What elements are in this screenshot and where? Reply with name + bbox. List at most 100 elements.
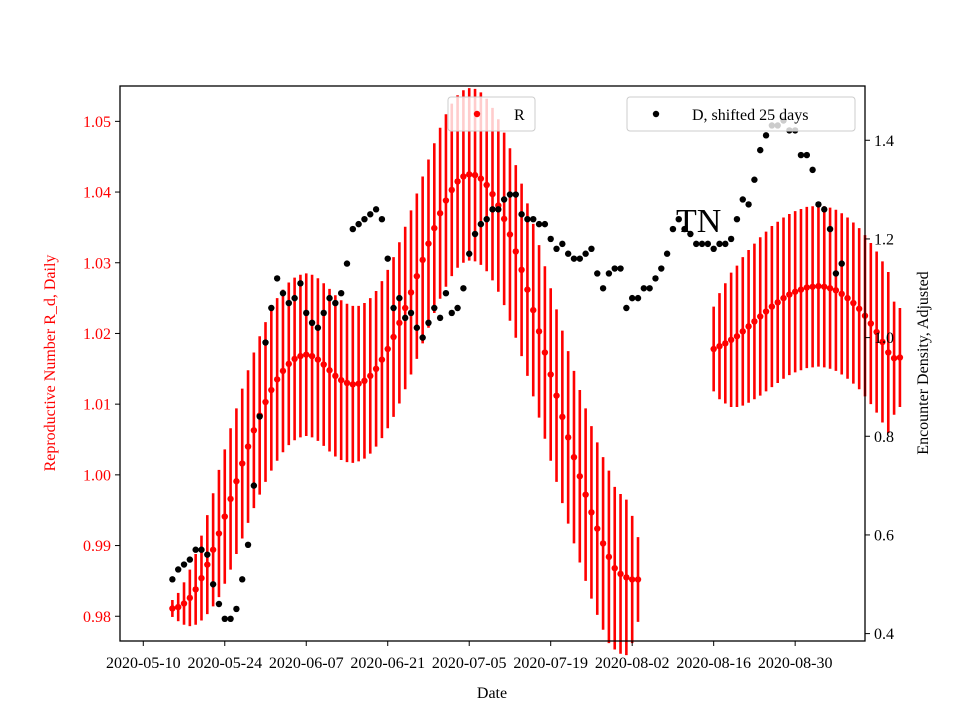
r-point [169,605,176,612]
r-point [564,434,572,441]
x-tick-label: 2020-07-19 [513,655,588,672]
d-point [582,250,589,257]
r-point [180,600,188,607]
r-point [576,473,584,480]
r-point [855,305,863,312]
r-point [844,294,851,302]
d-point [401,314,409,322]
d-point [355,220,362,228]
r-point [535,328,543,335]
d-point [733,216,741,223]
r-point [890,354,898,362]
d-point [308,319,316,326]
d-point [425,319,432,326]
right-y-tick-label: 0.4 [874,626,894,643]
r-point [867,320,875,327]
r-point [716,342,723,350]
r-point [634,576,642,583]
d-point [658,265,665,272]
d-point [454,304,461,312]
x-tick-label: 2020-06-21 [350,655,425,672]
left-y-tick-label: 1.04 [83,185,111,202]
d-point [204,551,211,558]
r-point [221,513,228,520]
r-point [378,356,386,363]
right-y-tick-label: 1.0 [874,330,894,347]
d-point [722,240,729,248]
d-point [553,245,560,252]
r-point [349,381,357,388]
d-point [326,294,333,302]
r-point [826,285,834,292]
d-point [681,225,688,233]
r-point [745,323,752,330]
r-point [268,386,275,394]
r-point [273,376,281,383]
d-point [314,324,322,331]
r-point [524,286,531,293]
r-point [279,367,287,375]
r-point [320,361,327,368]
r-point [466,171,473,178]
d-point [669,225,677,233]
r-point [879,338,886,346]
d-point [303,309,310,317]
d-point [343,260,351,267]
r-point [303,351,310,358]
d-point [489,206,496,213]
r-point [710,345,717,353]
d-point [337,290,345,297]
r-point [739,328,746,335]
r-point [588,509,595,516]
left-y-tick-label: 1.03 [83,255,111,272]
d-point [180,561,188,568]
d-point [495,206,502,213]
r-point [250,427,258,434]
r-point [530,306,537,314]
r-point [605,553,613,561]
d-point [256,413,263,420]
d-point [297,280,304,287]
d-point [262,339,269,346]
r-point [233,478,240,485]
r-point [244,443,252,450]
d-point [244,541,252,548]
r-point [460,173,467,180]
d-point [559,240,566,248]
right-y-axis: 0.4 0.6 0.8 1.0 1.2 1.4 [865,133,894,643]
r-point [896,354,904,361]
r-point [611,564,618,572]
d-point [646,285,653,292]
right-y-tick-label: 0.8 [874,429,894,446]
d-point [367,211,374,218]
d-point [349,225,357,233]
r-point [594,525,601,532]
x-tick-label: 2020-08-16 [676,655,751,672]
r-point [873,328,880,336]
legend-r-label: R [514,107,525,124]
r-point [215,530,223,537]
d-point [617,265,624,272]
left-y-axis-label: Reproductive Number R_d, Daily [42,255,59,472]
r-point [308,352,316,360]
d-point [239,576,246,583]
r-point [361,377,368,385]
r-point [821,283,828,290]
d-point [821,206,828,213]
d-point [762,132,770,139]
r-point [547,371,554,378]
r-point [850,299,857,307]
r-point [332,372,339,380]
d-point [541,220,549,228]
r-point [367,372,374,380]
r-point [390,333,397,341]
d-point [500,196,508,203]
d-point [233,605,240,613]
r-point [832,287,840,294]
right-y-tick-label: 0.6 [874,527,894,544]
r-point [337,376,345,384]
d-point [419,334,426,341]
d-point [477,220,485,228]
r-point [506,231,514,238]
